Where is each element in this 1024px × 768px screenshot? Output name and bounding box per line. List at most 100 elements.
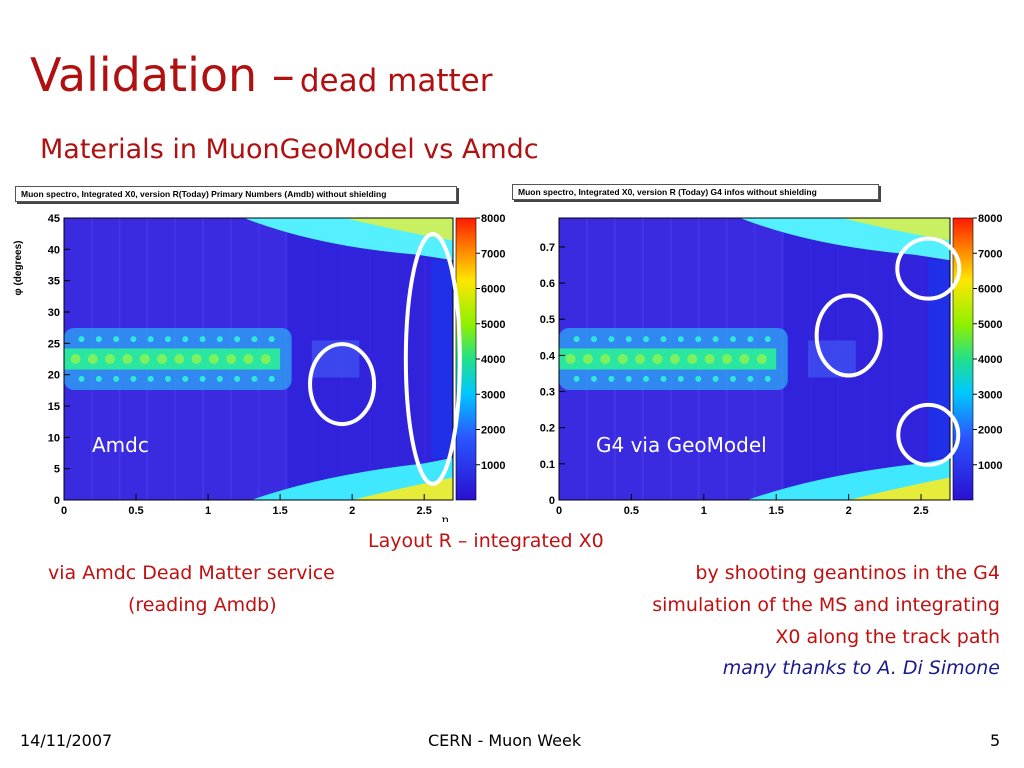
heatmap-hotspot (652, 354, 663, 364)
colorbar-tick-label: 1000 (481, 460, 505, 472)
heatmap-hotspot (122, 354, 133, 364)
y-tick-label: 45 (48, 213, 60, 225)
heatmap-hotspot (113, 336, 120, 343)
heatmap-hotspot (164, 375, 171, 382)
colorbar-tick-label: 3000 (481, 389, 505, 401)
heatmap-hotspot (95, 375, 102, 382)
heatmap-hotspot (756, 354, 767, 364)
heatmap-hotspot (251, 336, 258, 343)
plot-frame (63, 217, 454, 501)
colorbar-tick-label: 4000 (481, 354, 505, 366)
heatmap-hotspot (95, 336, 102, 343)
colorbar-tick-label: 5000 (978, 319, 1002, 331)
amdc-plot-title: Muon spectro, Integrated X0, version R(T… (15, 186, 457, 202)
colorbar-tick-label: 3000 (978, 389, 1002, 401)
y-tick-label: 20 (48, 370, 60, 382)
heatmap-hotspot (234, 375, 241, 382)
colorbar-tick-label: 2000 (978, 425, 1002, 437)
heatmap-core-band (559, 348, 777, 370)
heatmap-hotspot (216, 375, 223, 382)
colorbar-tick-label: 7000 (481, 248, 505, 260)
x-tick-label: 2 (349, 505, 355, 517)
heatmap-hotspot (608, 375, 615, 382)
heatmap-hotspot (590, 375, 597, 382)
x-tick-label: 0.5 (624, 505, 639, 517)
amdc-label: Amdc (92, 433, 149, 457)
colorbar (952, 217, 974, 501)
g4-plot-title: Muon spectro, Integrated X0, version R (… (512, 184, 879, 200)
y-tick-label: 0.1 (540, 459, 555, 471)
heatmap-bottom-wedge-hot (848, 477, 950, 500)
heatmap-hotspot (712, 375, 719, 382)
heatmap-hotspot (130, 375, 137, 382)
left-caption-1: via Amdc Dead Matter service (48, 562, 335, 584)
y-tick-label: 0.2 (540, 423, 555, 435)
y-tick-label: 0.3 (540, 387, 555, 399)
title-sub: dead matter (299, 63, 493, 99)
heatmap-hotspot (251, 375, 258, 382)
y-tick-label: 35 (48, 276, 60, 288)
highlight-ellipse (814, 293, 883, 378)
colorbar-tick-label: 6000 (978, 284, 1002, 296)
y-tick-label: 5 (54, 464, 60, 476)
highlight-ellipse (308, 342, 377, 427)
heatmap-hotspot (147, 336, 154, 343)
heatmap-hotspot (268, 336, 275, 343)
colorbar-tick-label: 8000 (978, 213, 1002, 225)
heatmap-hotspot (704, 354, 715, 364)
heatmap-hotspot (617, 354, 628, 364)
left-caption-2: (reading Amdb) (128, 594, 277, 616)
thanks-note: many thanks to A. Di Simone (722, 657, 1000, 679)
y-tick-label: 0 (549, 495, 555, 507)
heatmap-hotspot (695, 336, 702, 343)
y-tick-label: 30 (48, 307, 60, 319)
colorbar-tick-label: 4000 (978, 354, 1002, 366)
heatmap-hotspot (164, 336, 171, 343)
heatmap-core-band (64, 348, 281, 370)
x-tick-label: 2 (846, 505, 852, 517)
heatmap-hotspot (590, 336, 597, 343)
g4-label: G4 via GeoModel (596, 433, 767, 457)
colorbar-tick-label: 8000 (481, 213, 505, 225)
y-tick-label: 15 (48, 401, 60, 413)
y-axis-label: φ (degrees) (13, 241, 24, 296)
heatmap-hotspot (191, 354, 202, 364)
heatmap-hotspot (729, 375, 736, 382)
heatmap-hotspot (635, 354, 646, 364)
heatmap-hotspot (139, 354, 150, 364)
heatmap-hotspot (669, 354, 680, 364)
heatmap-hotspot (677, 336, 684, 343)
heatmap-hotspot (764, 336, 771, 343)
x-tick-label: 1.5 (272, 505, 287, 517)
heatmap-hotspot (268, 375, 275, 382)
heatmap-hotspot (105, 354, 116, 364)
right-caption-3: X0 along the track path (775, 626, 1000, 648)
right-caption-1: by shooting geantinos in the G4 (695, 562, 1000, 584)
heatmap-hotspot (234, 336, 241, 343)
x-tick-label: 1 (205, 505, 211, 517)
heatmap-hotspot (687, 354, 698, 364)
heatmap-hotspot (739, 354, 750, 364)
heatmap-hotspot (78, 375, 85, 382)
heatmap-hotspot (78, 336, 85, 343)
heatmap-hotspot (113, 375, 120, 382)
x-tick-label: 2.5 (417, 505, 432, 517)
heatmap-hotspot (147, 375, 154, 382)
x-tick-label: 1 (701, 505, 707, 517)
heatmap-hotspot (199, 375, 206, 382)
heatmap-hotspot (764, 375, 771, 382)
y-tick-label: 0.5 (540, 314, 555, 326)
heatmap-hotspot (565, 354, 576, 364)
x-axis-label: η (441, 513, 448, 522)
plot-frame (558, 217, 951, 501)
highlight-ellipse (896, 402, 961, 467)
heatmap-hotspot (130, 336, 137, 343)
footer-page: 5 (990, 731, 1001, 750)
footer-date: 14/11/2007 (20, 731, 113, 750)
heatmap-hotspot (208, 354, 219, 364)
heatmap-hotspot (600, 354, 611, 364)
heatmap-hotspot (573, 375, 580, 382)
heatmap-hotspot (660, 375, 667, 382)
x-tick-label: 0.5 (128, 505, 143, 517)
heatmap-hotspot (747, 336, 754, 343)
